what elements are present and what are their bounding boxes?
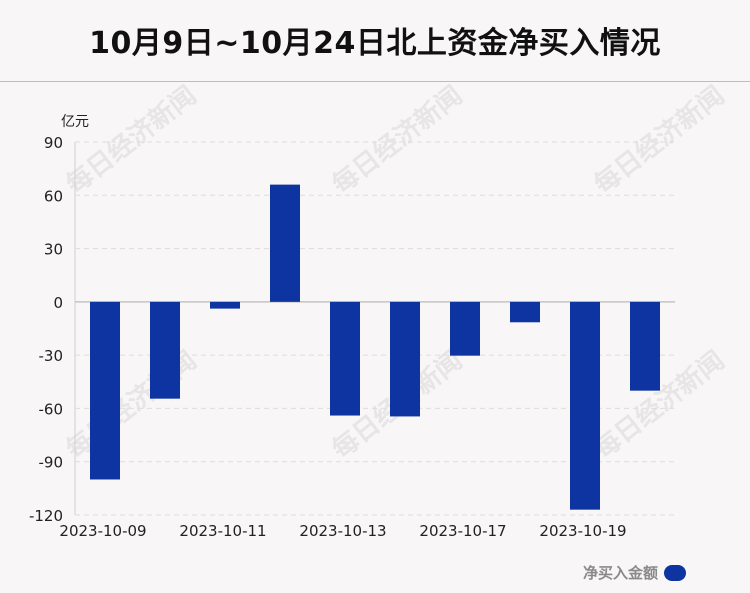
y-tick-label: 30 [44,241,63,259]
legend-swatch [664,564,686,581]
y-tick-label: -120 [29,507,63,525]
bar [390,301,420,417]
bar [150,301,180,399]
x-tick-label: 2023-10-19 [539,522,626,540]
y-tick-label: 60 [44,187,63,205]
legend: 净买入金额 [583,562,686,583]
y-tick-label: -90 [39,454,64,472]
bar [330,301,360,416]
bar [570,301,600,510]
x-tick-label: 2023-10-13 [299,522,386,540]
bar [450,301,480,356]
x-tick-label: 2023-10-09 [59,522,146,540]
x-tick-label: 2023-10-11 [179,522,266,540]
chart-title: 10月9日~10月24日北上资金净买入情况 [89,26,661,61]
legend-label: 净买入金额 [582,564,658,582]
bar [510,301,540,323]
bar [210,301,240,309]
bar [90,301,120,480]
bar [630,301,660,391]
y-tick-label: 0 [53,294,63,312]
bar [270,184,300,302]
x-tick-label: 2023-10-17 [419,522,506,540]
y-tick-label: -30 [39,347,64,365]
y-tick-label: -60 [39,400,64,418]
title-divider [0,81,750,82]
y-tick-label: 90 [44,134,63,152]
y-axis-label: 亿元 [61,114,89,130]
